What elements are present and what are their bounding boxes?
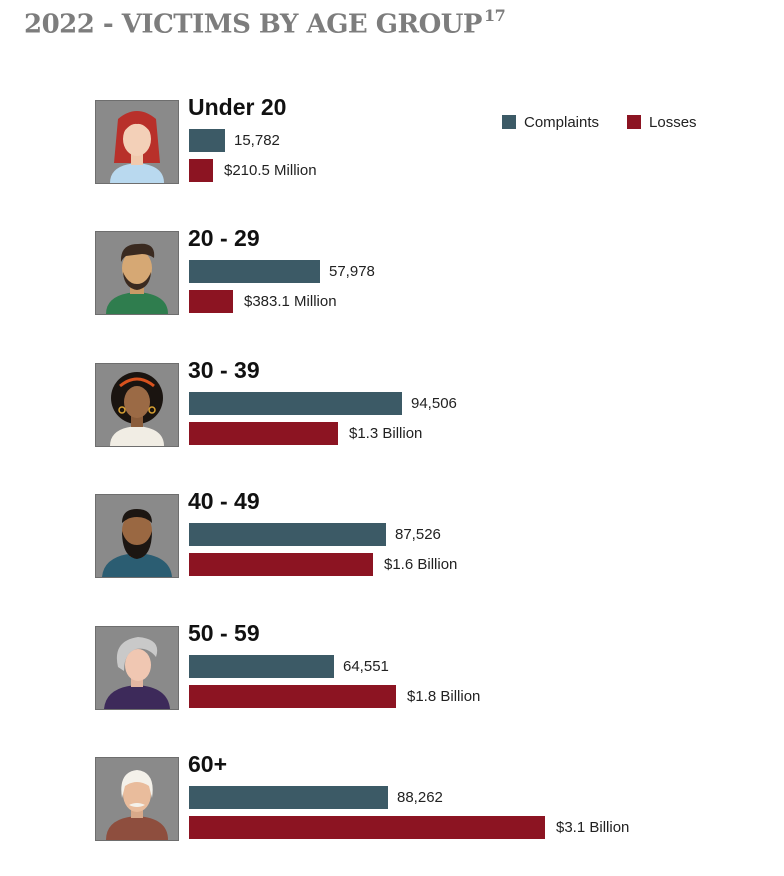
- age-group-label: 30 - 39: [188, 356, 260, 383]
- age-group-label: Under 20: [188, 94, 287, 120]
- losses-value-label: $3.1 Billion: [556, 819, 630, 836]
- losses-value-label: $1.6 Billion: [384, 556, 458, 574]
- age-group-label: 50 - 59: [188, 619, 260, 646]
- losses-bar: [189, 816, 545, 839]
- complaints-value-label: 57,978: [329, 263, 375, 281]
- complaints-value-label: 88,262: [397, 789, 443, 806]
- complaints-value-label: 64,551: [343, 657, 389, 675]
- losses-value-label: $1.3 Billion: [349, 424, 423, 442]
- elderly-man-avatar-icon: [95, 757, 179, 841]
- age-group: 40 - 49 87,526 $1.6 Billion: [95, 488, 755, 579]
- legend-item-complaints: Complaints: [502, 114, 599, 131]
- age-group: 60+ 88,262 $3.1 Billion: [95, 751, 755, 841]
- complaints-bar: [189, 523, 386, 547]
- age-group-label: 40 - 49: [188, 488, 260, 515]
- legend-item-losses: Losses: [627, 114, 697, 131]
- age-group: 50 - 59 64,551 $1.8 Billion: [95, 620, 755, 710]
- curly-hair-woman-avatar-icon: [95, 362, 179, 447]
- young-woman-avatar-icon: [95, 100, 179, 184]
- age-group: 20 - 29 57,978 $383.1 Million: [95, 225, 755, 316]
- complaints-value-label: 87,526: [395, 526, 441, 544]
- complaints-bar: [189, 260, 320, 284]
- bearded-man-avatar-icon: [95, 494, 179, 579]
- losses-value-label: $383.1 Million: [244, 293, 337, 311]
- complaints-bar: [189, 129, 225, 152]
- young-man-avatar-icon: [95, 231, 179, 316]
- losses-bar: [189, 159, 213, 182]
- losses-value-label: $1.8 Billion: [407, 687, 481, 705]
- legend-label-complaints: Complaints: [524, 113, 600, 131]
- losses-bar: [189, 421, 338, 445]
- legend: Complaints Losses: [502, 112, 719, 132]
- losses-value-label: $210.5 Million: [224, 162, 317, 179]
- legend-label-losses: Losses: [649, 113, 697, 131]
- losses-bar: [189, 553, 373, 577]
- gray-hair-woman-avatar-icon: [95, 625, 179, 710]
- complaints-bar: [189, 654, 334, 678]
- age-group-label: 60+: [188, 751, 228, 777]
- complaints-value-label: 15,782: [234, 132, 280, 149]
- complaints-bar: [189, 391, 402, 415]
- legend-swatch-complaints: [502, 115, 516, 129]
- losses-bar: [189, 290, 233, 314]
- age-group-label: 20 - 29: [188, 225, 260, 252]
- complaints-value-label: 94,506: [411, 394, 457, 412]
- age-group: 30 - 39 94,506 $1.3 Billion: [95, 357, 755, 447]
- complaints-bar: [189, 786, 388, 809]
- legend-swatch-losses: [627, 115, 642, 129]
- age-group: Under 20 15,782 $210.5 Million: [95, 94, 755, 184]
- chart-title: 2022 - VICTIMS BY AGE GROUP 17: [24, 6, 506, 40]
- losses-bar: [189, 684, 396, 708]
- footnote-marker: 17: [483, 6, 506, 25]
